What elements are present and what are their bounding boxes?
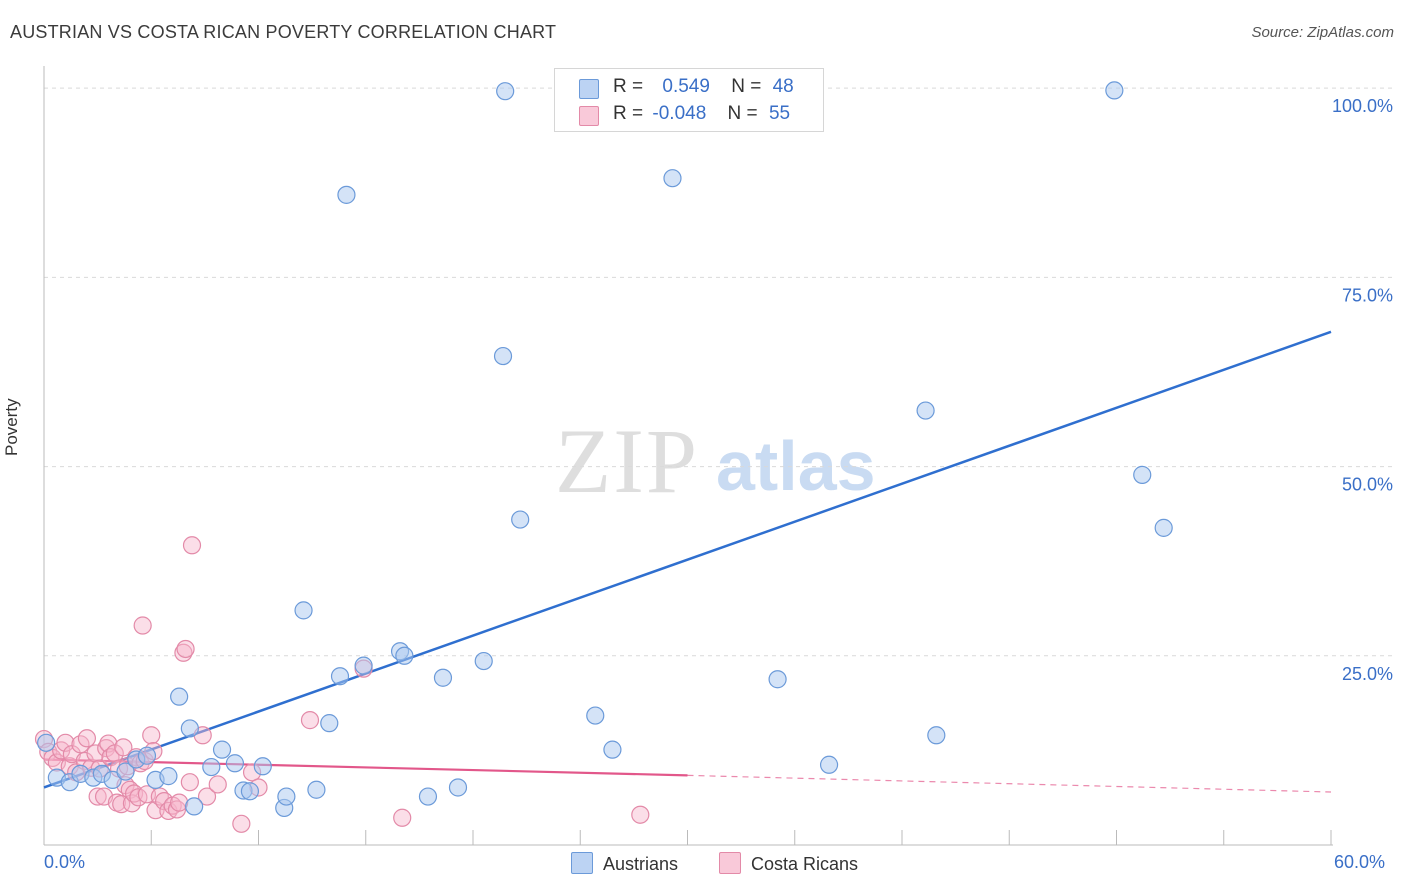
costa-rican-point <box>170 793 189 812</box>
austrian-point <box>1133 465 1152 484</box>
r-label: R = <box>613 76 644 97</box>
austrian-point <box>137 746 157 765</box>
bottom-legend-swatch-costa-ricans <box>719 852 741 874</box>
bottom-legend-austrians: Austrians <box>571 852 678 875</box>
costa-rican-point <box>300 711 320 730</box>
watermark-zip: ZIP <box>555 410 699 512</box>
costa-rican-point <box>88 787 107 806</box>
austrian-point <box>603 740 622 759</box>
austrian-point <box>927 726 946 745</box>
austrian-point <box>185 797 204 816</box>
y-tick-label: 50.0% <box>1342 475 1393 495</box>
bottom-legend-costa-ricans: Costa Ricans <box>719 852 858 875</box>
austrian-point <box>212 740 232 759</box>
bottom-legend-swatch-austrians <box>571 852 593 874</box>
legend-text-costa-ricans: R = -0.048 N = 55 <box>613 103 790 125</box>
legend-text-austrians: R = 0.549 N = 48 <box>613 76 794 98</box>
y-tick-labels: 25.0% 50.0% 75.0% 100.0% <box>1332 96 1393 684</box>
austrian-point <box>768 670 787 689</box>
austrian-point <box>337 185 356 204</box>
n-value: 48 <box>772 76 794 97</box>
costa-rican-point <box>155 792 174 811</box>
austrian-point <box>37 733 56 752</box>
r-value: 0.549 <box>662 76 710 97</box>
austrians-trendline <box>43 330 1332 789</box>
austrian-point <box>395 646 414 665</box>
costa-rican-point <box>182 536 202 555</box>
costa-rican-point <box>99 734 118 753</box>
austrian-point <box>202 757 221 777</box>
watermark-atlas: atlas <box>716 427 876 505</box>
x-tick-label-max: 60.0% <box>1334 852 1386 872</box>
n-value: 55 <box>768 103 791 124</box>
costa-rican-point <box>176 639 195 659</box>
austrian-point <box>1154 518 1173 537</box>
axes <box>43 66 1333 846</box>
n-label: N = <box>731 76 762 97</box>
costa-rican-point <box>167 800 187 819</box>
watermark: ZIP atlas <box>555 410 876 512</box>
costa-rican-point <box>232 814 251 833</box>
austrian-point <box>170 687 189 706</box>
austrian-point <box>433 668 453 687</box>
stats-legend: R = 0.549 N = 48 R = -0.048 N = 55 <box>554 68 824 132</box>
austrian-point <box>663 169 682 188</box>
bottom-legend-label-austrians: Austrians <box>603 854 679 874</box>
austrian-point <box>159 767 178 786</box>
y-tick-label: 75.0% <box>1342 285 1393 305</box>
chart-title: AUSTRIAN VS COSTA RICAN POVERTY CORRELAT… <box>10 22 557 42</box>
austrian-point <box>354 656 373 675</box>
r-value: -0.048 <box>652 103 707 124</box>
austrian-point <box>180 719 199 738</box>
austrian-point <box>819 755 839 774</box>
y-tick-label: 25.0% <box>1342 664 1393 684</box>
costa-rican-point <box>86 744 105 763</box>
austrian-point <box>474 651 493 671</box>
legend-swatch-costa-ricans <box>579 106 599 126</box>
source-credit: Source: ZipAtlas.com <box>1251 24 1394 41</box>
austrian-point <box>225 754 245 773</box>
austrian-point <box>418 787 438 806</box>
austrian-point <box>493 346 513 366</box>
austrian-point <box>320 714 339 733</box>
trend-lines <box>43 330 1332 793</box>
austrian-point <box>253 757 272 776</box>
grid-lines <box>44 87 1395 657</box>
costa-ricans-trendline-extension <box>687 774 1332 793</box>
r-label: R = <box>613 103 644 124</box>
y-tick-label: 100.0% <box>1332 96 1393 116</box>
austrian-point <box>916 401 935 420</box>
costa-rican-point <box>631 805 650 824</box>
costa-rican-point <box>180 773 199 792</box>
austrian-point <box>294 601 313 620</box>
costa-rican-point <box>77 729 97 748</box>
austrian-point <box>103 770 122 790</box>
austrian-point <box>586 706 605 725</box>
costa-rican-point <box>393 808 412 827</box>
costa-rican-point <box>208 775 227 794</box>
austrian-point <box>307 780 326 799</box>
austrian-point <box>511 510 530 529</box>
costa-rican-point <box>142 726 161 745</box>
austrian-point <box>448 778 468 797</box>
costa-rican-point <box>56 733 75 752</box>
austrian-point <box>330 667 350 686</box>
austrian-point <box>277 787 296 806</box>
costa-rican-point <box>197 787 217 806</box>
costa-rican-point <box>133 616 152 635</box>
x-tick-label-min: 0.0% <box>44 852 86 872</box>
legend-swatch-austrians <box>579 79 599 99</box>
austrian-point <box>116 762 135 781</box>
costa-rican-point <box>114 738 133 757</box>
austrian-point <box>496 82 515 101</box>
data-points <box>34 81 1173 833</box>
austrian-point <box>1105 81 1124 100</box>
bottom-legend-label-costa-ricans: Costa Ricans <box>751 854 859 874</box>
austrian-point <box>240 782 260 801</box>
n-label: N = <box>727 103 758 124</box>
